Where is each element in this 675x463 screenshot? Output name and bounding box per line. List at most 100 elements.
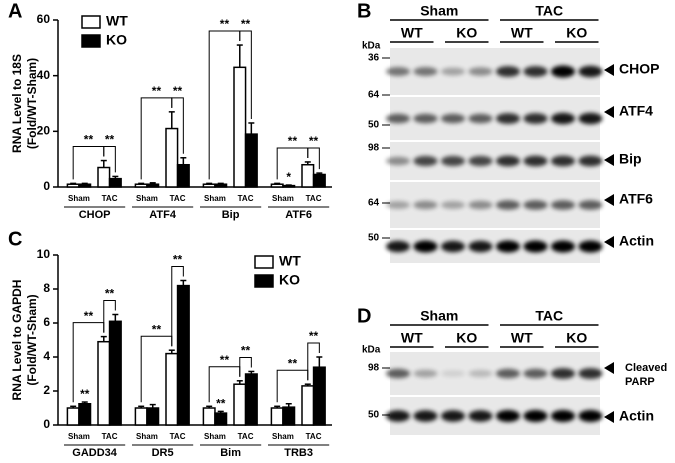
marker-label: 50: [368, 120, 380, 131]
blot-band: [468, 113, 493, 124]
x-tick-label: TAC: [170, 432, 186, 441]
blot-band: [386, 410, 410, 422]
marker-label: 98: [368, 143, 380, 154]
blot-band: [523, 410, 548, 422]
blot-band: [413, 67, 438, 76]
x-tick-label: Sham: [272, 194, 294, 203]
blot-band: [578, 112, 603, 125]
bracket: [239, 30, 252, 119]
x-tick-label: TAC: [170, 194, 186, 203]
bar: [176, 284, 190, 426]
blot-band: [413, 113, 438, 124]
blot-band: [441, 370, 465, 377]
marker-label: 50: [368, 233, 380, 244]
bar: [146, 183, 160, 188]
blot-band: [578, 410, 603, 422]
bracket: [307, 342, 320, 381]
panel-label: B: [357, 0, 371, 22]
significance: **: [84, 309, 94, 323]
blot-band: [386, 67, 410, 76]
blot-band: [468, 67, 493, 76]
group-label: Bip: [222, 209, 240, 221]
blot-band: [551, 368, 575, 379]
blot-band: [523, 368, 548, 379]
significance: **: [80, 387, 90, 401]
y-tick-label: 60: [37, 12, 51, 26]
group-label: Bim: [220, 447, 241, 459]
protein-label: Actin: [619, 233, 654, 249]
y-tick-label: 2: [43, 383, 50, 397]
blot-band: [386, 240, 410, 253]
blot-band: [578, 65, 603, 78]
blot-band: [551, 200, 575, 210]
legend-swatch: [254, 255, 274, 269]
bar: [78, 183, 92, 188]
blot-band: [441, 410, 465, 422]
protein-label: Bip: [619, 151, 642, 167]
blot-band: [551, 240, 575, 253]
legend-label: KO: [279, 272, 300, 288]
group-label: DR5: [152, 447, 174, 459]
marker-label: 64: [368, 90, 380, 101]
arrowhead: [604, 362, 614, 374]
bar: [301, 385, 315, 426]
unit-label: kDa: [362, 345, 381, 356]
blot-band: [578, 240, 603, 253]
bar: [233, 383, 247, 426]
bar: [202, 183, 216, 188]
genotype-label: KO: [456, 330, 477, 346]
genotype-label: WT: [511, 25, 533, 41]
genotype-label: KO: [456, 25, 477, 41]
x-tick-label: TAC: [306, 432, 322, 441]
blot-band: [468, 369, 493, 378]
x-tick-label: TAC: [102, 194, 118, 203]
blot-band: [386, 368, 410, 379]
bar: [282, 184, 296, 188]
marker-label: 36: [368, 53, 380, 64]
bar: [270, 183, 284, 188]
x-tick-label: Sham: [272, 432, 294, 441]
significance: *: [286, 170, 291, 184]
y-tick-label: 0: [43, 417, 50, 431]
x-tick-label: TAC: [238, 194, 254, 203]
blot-band: [496, 66, 520, 77]
group-label: ATF6: [285, 209, 312, 221]
significance: **: [216, 397, 226, 411]
x-tick-label: TAC: [306, 194, 322, 203]
blot-band: [496, 113, 520, 124]
significance: **: [288, 356, 298, 370]
y-tick-label: 6: [43, 315, 50, 329]
blot-band: [551, 155, 575, 167]
unit-label: kDa: [362, 41, 381, 52]
protein-label: Cleaved PARP: [625, 362, 668, 388]
significance: **: [288, 134, 298, 148]
bracket: [103, 300, 116, 333]
blot-band: [468, 155, 493, 167]
bracket: [307, 147, 320, 170]
bar: [97, 166, 111, 188]
bar: [165, 352, 179, 426]
y-tick-label: 4: [43, 349, 50, 363]
significance: **: [241, 344, 251, 358]
bar: [66, 183, 80, 188]
group-label: GADD34: [72, 447, 118, 459]
significance: **: [84, 133, 94, 147]
y-tick-label: 40: [37, 68, 51, 82]
legend-swatch: [81, 15, 101, 29]
significance: **: [220, 17, 230, 31]
significance: **: [241, 17, 251, 31]
blot-band: [496, 200, 520, 210]
bar: [78, 403, 92, 426]
marker-label: 50: [368, 410, 380, 421]
blot-band: [523, 200, 548, 210]
y-axis-label: RNA Level to GAPDH: [10, 280, 24, 401]
blot-band: [441, 113, 465, 124]
bar: [244, 373, 258, 426]
arrowhead: [604, 194, 614, 206]
bar: [176, 163, 190, 188]
blot-band: [523, 113, 548, 124]
blot-band: [386, 201, 410, 209]
blot-band: [551, 65, 575, 78]
bar: [108, 177, 122, 188]
